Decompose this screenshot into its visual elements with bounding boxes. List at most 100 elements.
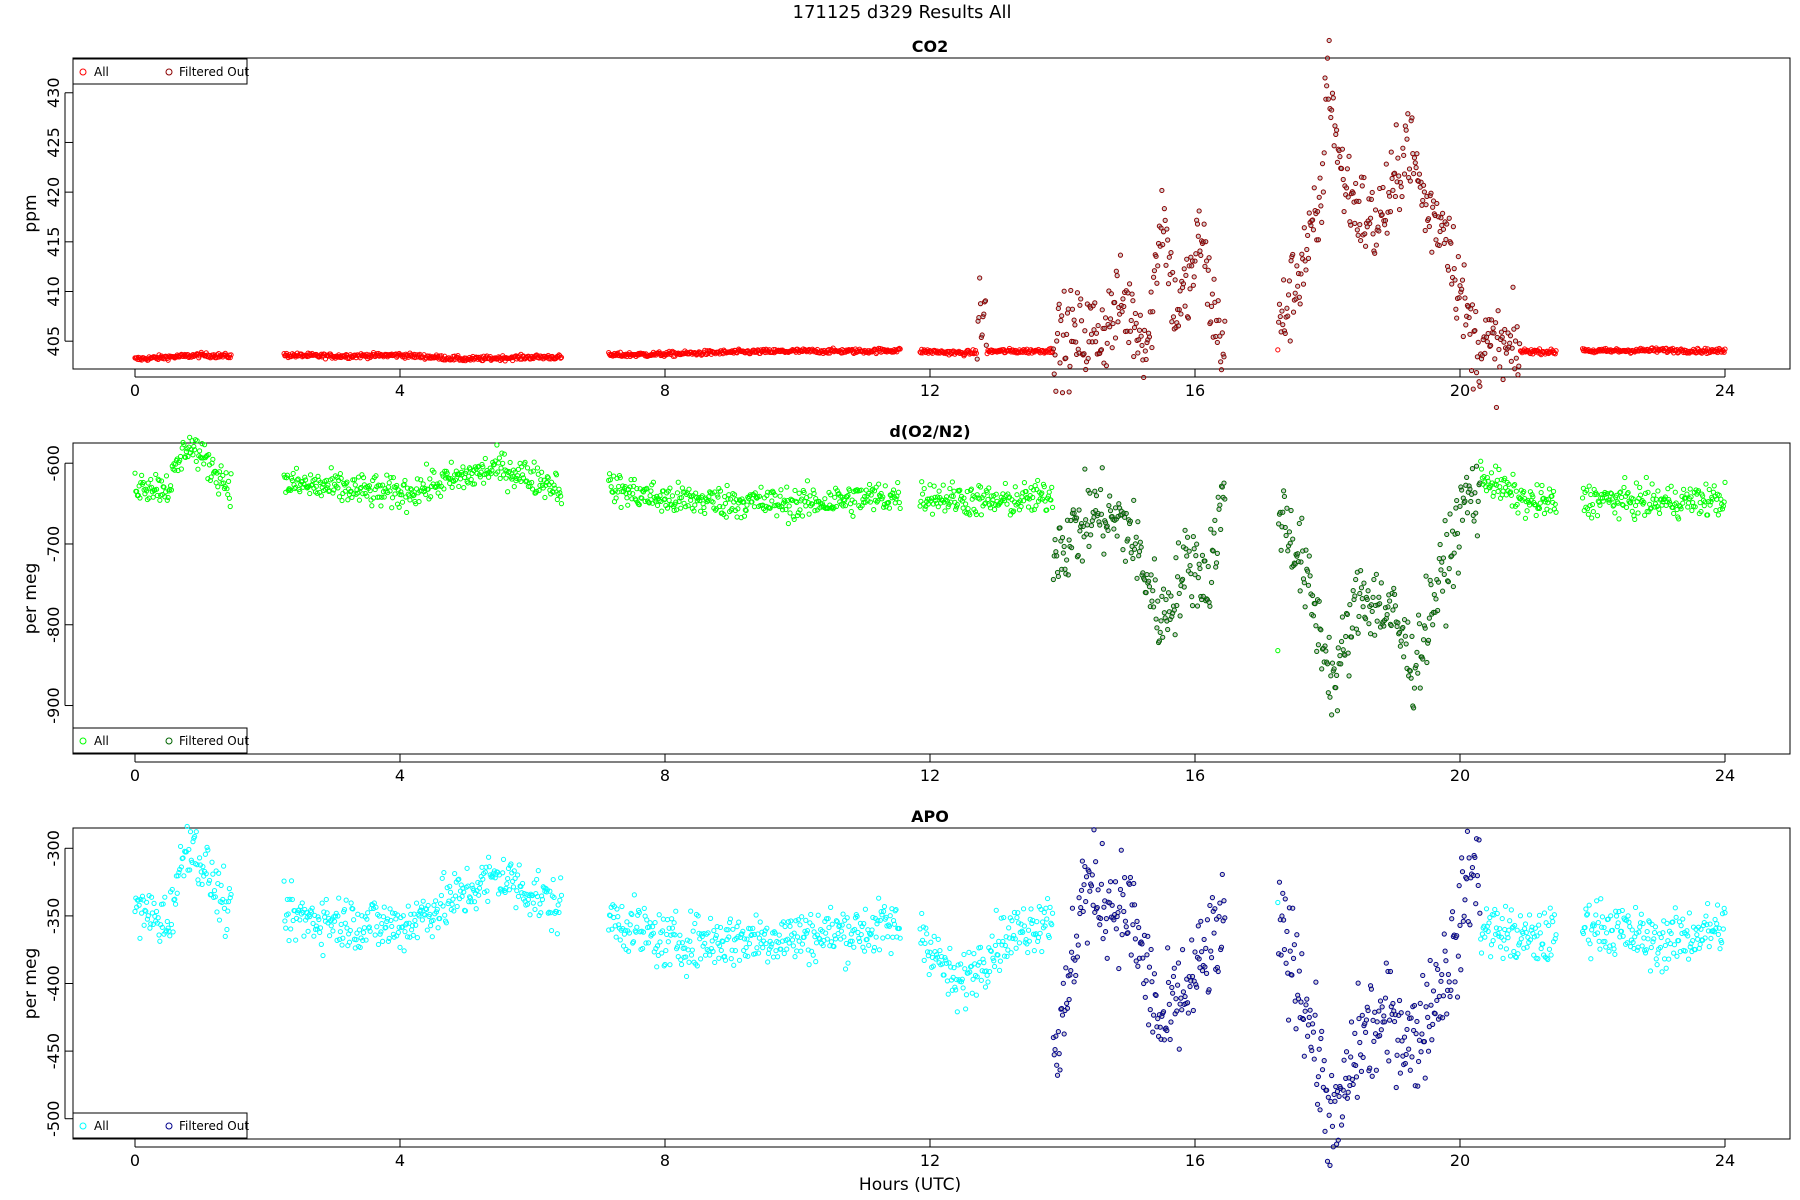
data-point-filtered [1462,295,1468,301]
data-point-filtered [1287,540,1293,546]
data-point [558,355,564,361]
data-point-filtered [1196,956,1202,962]
x-tick-label: 16 [1185,1151,1205,1170]
data-point-filtered [1334,1088,1341,1095]
data-point-filtered [1164,226,1170,232]
data-point-filtered [1413,662,1419,669]
data-point [897,935,903,941]
data-point [405,903,411,909]
data-point [423,461,430,467]
data-point-filtered [1099,840,1105,847]
data-point [1656,510,1663,516]
data-point-filtered [1340,1087,1346,1093]
data-point [531,459,537,465]
x-tick-label: 4 [395,1151,405,1170]
data-point-filtered [1201,936,1207,943]
data-point [1522,515,1529,521]
data-point-filtered [1057,1067,1063,1073]
data-point-filtered [1390,1000,1396,1007]
data-point [1502,475,1508,481]
data-point [1532,501,1538,508]
data-point [1580,930,1586,937]
data-point [953,506,959,513]
data-point-filtered [1175,960,1182,966]
data-point [172,901,179,907]
data-point [148,476,154,483]
data-point [531,880,537,886]
data-point-filtered [1136,337,1142,343]
data-point [1631,513,1637,519]
data-point-filtered [1469,302,1476,308]
data-point-filtered [1367,215,1374,221]
data-point [514,888,520,894]
x-tick-label: 20 [1450,381,1470,400]
data-point [608,484,614,490]
data-point-filtered [1206,599,1212,605]
data-point-filtered [1156,638,1162,644]
data-point [743,507,749,514]
data-point [1041,484,1047,490]
data-point [331,487,337,493]
data-point [833,918,840,924]
data-point-filtered [1211,930,1217,936]
data-point [686,486,692,492]
data-point-filtered [1401,171,1408,177]
data-point [674,490,681,496]
data-point-filtered [1162,217,1168,224]
data-point-filtered [1087,888,1093,894]
data-point-filtered [1464,474,1470,481]
data-point [932,494,938,500]
data-point [315,473,321,479]
data-point [675,954,681,960]
data-point [886,505,893,511]
data-point [380,482,386,488]
data-point-filtered [1359,596,1365,602]
data-point [1689,507,1695,514]
data-point-filtered [1376,228,1382,234]
data-point-filtered [1064,1000,1070,1007]
data-point [1610,503,1616,509]
data-point [1553,932,1559,938]
data-point-filtered [1412,160,1418,166]
data-point-filtered [1316,598,1322,604]
data-point-filtered [1426,615,1432,621]
data-point-filtered [1097,486,1104,493]
data-point-filtered [1408,1015,1414,1021]
data-point [820,942,826,949]
data-point [390,474,396,481]
data-point-filtered [977,301,984,307]
data-point-filtered [1084,940,1090,946]
data-point [1546,922,1552,929]
data-point [852,499,858,505]
data-point [1695,488,1702,494]
data-point [650,930,657,936]
data-point [1029,507,1035,513]
data-point [683,954,689,960]
data-point [720,504,726,510]
data-point [162,494,168,500]
data-point-filtered [1155,263,1161,269]
data-point-filtered [1138,333,1144,339]
data-point [1004,953,1010,960]
data-point-filtered [1188,571,1194,577]
data-point [360,475,367,481]
data-point-filtered [1453,505,1459,511]
data-point-filtered [1125,536,1131,542]
data-point [1542,499,1548,505]
data-point [764,925,770,931]
data-point-filtered [1304,246,1310,253]
data-point-filtered [1080,908,1086,915]
data-point-filtered [1391,591,1398,597]
data-point [1047,904,1053,910]
data-point [316,916,322,923]
data-point [1495,488,1501,494]
data-point-filtered [1176,590,1182,597]
data-point [1034,919,1040,925]
data-point-filtered [1430,988,1437,994]
data-point-filtered [1415,1083,1421,1089]
data-point [337,471,343,477]
data-point-filtered [1098,347,1105,353]
data-point [558,892,565,898]
data-point [828,492,834,498]
data-point-filtered [1353,1074,1360,1080]
